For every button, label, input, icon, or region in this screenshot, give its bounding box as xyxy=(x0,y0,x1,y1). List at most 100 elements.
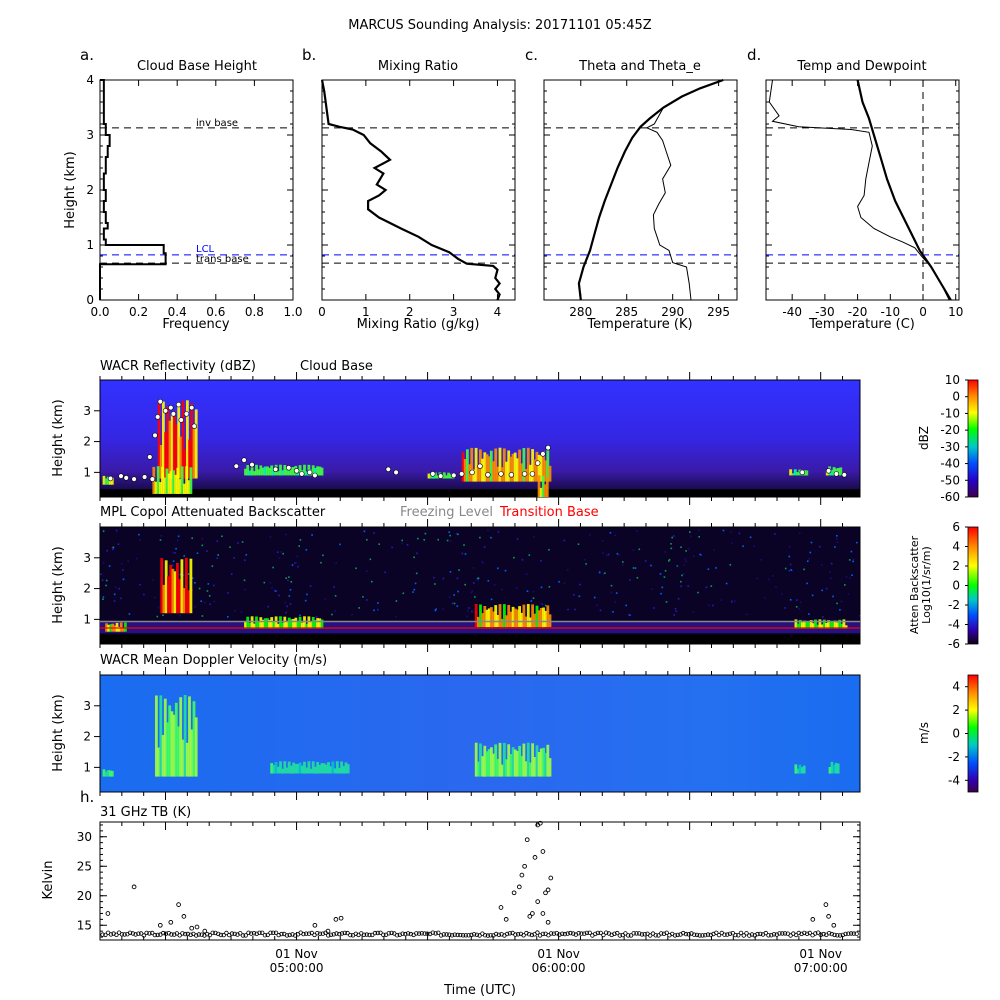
tb-point xyxy=(623,931,628,936)
backscatter-noise xyxy=(788,546,791,548)
tb-point xyxy=(251,931,257,936)
tb-point xyxy=(758,931,763,937)
backscatter-cell xyxy=(831,621,835,629)
tb-point xyxy=(524,930,529,936)
panel-c-frame xyxy=(543,79,738,301)
backscatter-cell xyxy=(160,558,164,614)
backscatter-noise xyxy=(139,583,141,586)
reflectivity-cell xyxy=(270,465,274,476)
backscatter-noise xyxy=(593,596,596,599)
tb-point xyxy=(540,931,546,937)
cloud-base-point xyxy=(299,471,305,477)
backscatter-noise xyxy=(373,609,375,612)
backscatter-noise xyxy=(175,547,177,550)
backscatter-noise xyxy=(269,536,272,538)
backscatter-noise xyxy=(477,579,479,582)
backscatter-noise xyxy=(650,588,653,590)
tb-point xyxy=(540,849,546,854)
doppler-cell xyxy=(509,754,513,777)
doppler-cell xyxy=(828,767,832,774)
tb-point xyxy=(628,933,634,938)
tb-point xyxy=(601,932,606,938)
backscatter-cell xyxy=(246,616,250,629)
backscatter-noise xyxy=(412,591,414,593)
x-tick-label: -30 xyxy=(815,305,835,319)
tb-point xyxy=(617,933,623,938)
doppler-cell xyxy=(535,745,539,777)
doppler-cell xyxy=(283,761,287,774)
tb-point xyxy=(488,933,493,938)
y-tick-label: 0 xyxy=(86,293,94,307)
reflectivity-cell xyxy=(548,465,552,482)
cloud-base-point xyxy=(841,472,847,478)
doppler-cell xyxy=(539,748,543,777)
backscatter-noise xyxy=(745,613,748,616)
backscatter-noise xyxy=(451,602,454,605)
backscatter-noise xyxy=(659,573,662,575)
reflectivity-cell xyxy=(789,469,793,476)
backscatter-noise xyxy=(174,552,177,554)
doppler-cell xyxy=(285,767,289,774)
tb-point xyxy=(535,930,540,935)
transition-base-legend: Transition Base xyxy=(499,505,599,520)
tb-point xyxy=(414,931,419,936)
backscatter-cell xyxy=(320,619,324,629)
reflectivity-cell xyxy=(447,472,450,479)
backscatter-noise xyxy=(660,592,662,595)
tb-point xyxy=(325,928,331,934)
tb-point xyxy=(749,932,755,937)
reflectivity-cell xyxy=(461,452,465,482)
tb-point xyxy=(320,931,325,936)
backscatter-noise xyxy=(271,587,273,589)
backscatter-cell xyxy=(270,617,274,629)
doppler-cell xyxy=(192,701,196,777)
cloud-base-point xyxy=(534,460,541,466)
backscatter-noise xyxy=(449,534,451,537)
tb-point xyxy=(777,931,782,936)
doppler-cell xyxy=(533,757,537,777)
reflectivity-cell xyxy=(111,477,114,485)
tb-point xyxy=(331,932,336,937)
backscatter-noise xyxy=(821,564,823,566)
tb-point xyxy=(796,930,801,936)
backscatter-noise xyxy=(305,549,308,551)
doppler-cell xyxy=(324,764,328,774)
lcl-label: LCL xyxy=(196,244,215,255)
backscatter-cell xyxy=(533,613,537,628)
reflectivity-cell xyxy=(466,449,469,482)
doppler-cell xyxy=(166,722,169,777)
backscatter-noise xyxy=(216,540,218,542)
backscatter-noise xyxy=(616,552,619,555)
tb-point xyxy=(576,931,581,936)
backscatter-noise xyxy=(566,568,569,571)
backscatter-noise xyxy=(442,608,444,610)
reflectivity-cell xyxy=(165,468,169,494)
backscatter-noise xyxy=(112,546,115,549)
backscatter-noise xyxy=(476,577,479,580)
panel-d-xlabel: Temperature (C) xyxy=(808,317,915,332)
backscatter-noise xyxy=(789,563,792,566)
colorbar-tick-label: 0 xyxy=(952,727,960,741)
backscatter-noise xyxy=(629,579,631,581)
backscatter-noise xyxy=(395,615,397,618)
backscatter-noise xyxy=(216,557,218,560)
reflectivity-cell xyxy=(164,432,167,479)
backscatter-cell xyxy=(261,619,265,629)
doppler-cell xyxy=(494,744,498,777)
backscatter-noise xyxy=(676,565,679,567)
backscatter-cell xyxy=(274,616,278,629)
colorbar-tick-label: -2 xyxy=(948,598,960,612)
backscatter-noise xyxy=(211,565,214,567)
backscatter-noise xyxy=(705,586,708,588)
backscatter-noise xyxy=(233,557,235,559)
backscatter-noise xyxy=(113,600,116,602)
backscatter-noise xyxy=(849,577,851,579)
tb-point xyxy=(482,933,488,938)
panel-d-title: Temp and Dewpoint xyxy=(796,59,926,74)
cloud-base-point xyxy=(459,471,465,477)
tb-point xyxy=(551,931,557,936)
backscatter-cell xyxy=(836,622,839,629)
tb-point xyxy=(545,887,551,893)
tb-point xyxy=(133,932,138,937)
backscatter-noise xyxy=(285,611,287,614)
